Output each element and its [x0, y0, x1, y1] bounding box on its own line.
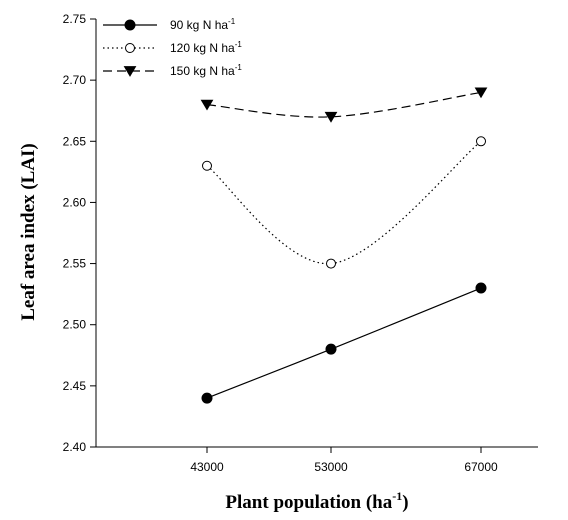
legend-item: 120 kg N ha-1 [103, 40, 242, 55]
data-point [324, 111, 338, 123]
data-point [202, 160, 212, 171]
x-tick-label: 53000 [314, 460, 348, 474]
data-point [200, 99, 214, 111]
y-axis-title: Leaf area index (LAI) [18, 143, 39, 321]
y-tick-label: 2.55 [63, 257, 87, 271]
legend-label: 90 kg N ha-1 [170, 17, 236, 32]
data-point [325, 343, 337, 355]
data-point [476, 136, 486, 147]
data-point [201, 392, 213, 404]
legend-label: 150 kg N ha-1 [170, 63, 242, 78]
y-tick-label: 2.40 [63, 440, 87, 454]
data-point [124, 19, 136, 31]
chart-series [200, 87, 488, 404]
data-point [474, 87, 488, 99]
y-tick-label: 2.50 [63, 318, 87, 332]
data-point [475, 282, 487, 294]
data-point [125, 43, 135, 53]
x-tick-label: 43000 [190, 460, 224, 474]
y-tick-label: 2.60 [63, 195, 87, 209]
legend-item: 150 kg N ha-1 [103, 63, 242, 78]
series-line [206, 287, 482, 399]
chart-axes: 2.40 2.45 2.50 2.55 2.60 2.65 2.70 2.75 43000 530… [63, 12, 538, 474]
x-axis-title: Plant population (ha-1) [225, 489, 408, 513]
chart-legend: 90 kg N ha-1 120 kg N ha-1 150 kg N ha-1 [103, 17, 242, 78]
x-tick-label: 67000 [464, 460, 498, 474]
data-point [326, 258, 336, 269]
y-tick-label: 2.70 [63, 73, 87, 87]
data-point [123, 66, 137, 77]
y-tick-label: 2.65 [63, 134, 87, 148]
series-3 [200, 87, 488, 123]
y-tick-label: 2.75 [63, 12, 87, 26]
axis-titles: Plant population (ha-1) Leaf area index (… [18, 143, 409, 513]
series-2 [202, 136, 486, 269]
series-line [206, 140, 482, 265]
series-1 [201, 282, 487, 404]
legend-item: 90 kg N ha-1 [103, 17, 236, 32]
legend-label: 120 kg N ha-1 [170, 40, 242, 55]
y-tick-label: 2.45 [63, 379, 87, 393]
series-line [206, 91, 482, 118]
